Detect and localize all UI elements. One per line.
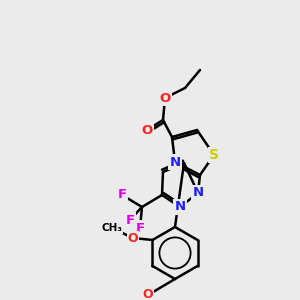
Text: O: O [128,232,138,244]
Text: F: F [135,221,145,235]
Text: F: F [125,214,135,226]
Text: N: N [174,200,186,214]
Text: CH₃: CH₃ [101,223,122,233]
Text: N: N [192,187,204,200]
Text: S: S [209,148,219,162]
Text: N: N [169,155,181,169]
Text: O: O [159,92,171,104]
Text: F: F [117,188,127,202]
Text: O: O [141,124,153,136]
Text: O: O [143,289,153,300]
